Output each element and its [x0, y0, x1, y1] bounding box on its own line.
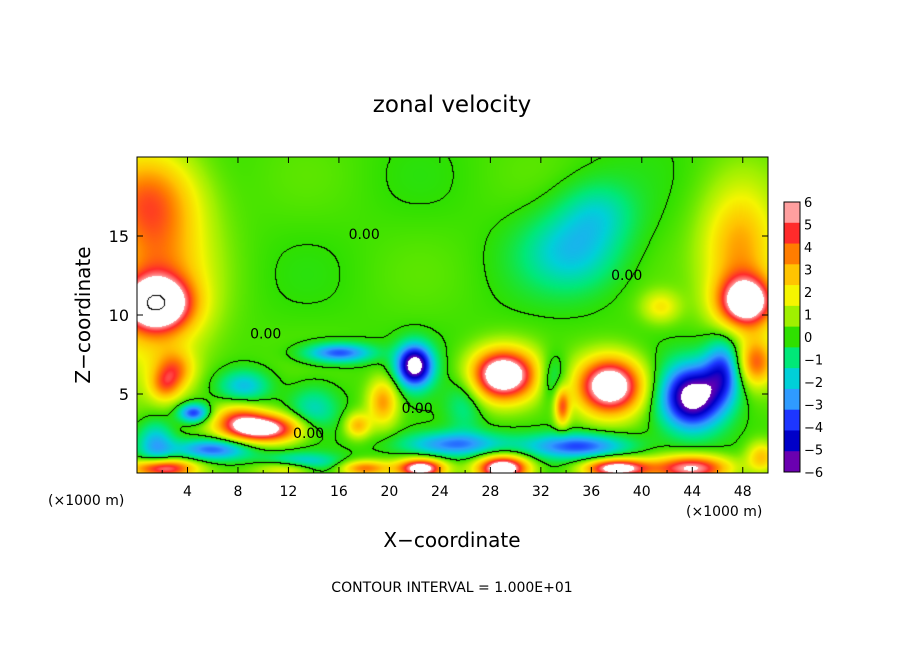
x-tick-label: 12: [280, 484, 298, 500]
colorbar-swatch: [784, 285, 800, 307]
chart-title: zonal velocity: [373, 92, 531, 118]
colorbar-label: −1: [804, 354, 823, 369]
y-tick-label: 15: [109, 227, 129, 246]
y-tick-label: 10: [109, 306, 129, 325]
x-unit-label-left: (×1000 m): [48, 493, 124, 509]
colorbar-label: 3: [804, 264, 812, 279]
y-axis-label: Z−coordinate: [71, 246, 95, 383]
x-tick-label: 24: [431, 484, 449, 500]
colorbar-swatch: [784, 409, 800, 431]
plot-frame: [136, 156, 769, 474]
colorbar-label: 0: [804, 331, 812, 346]
colorbar-swatch: [784, 347, 800, 369]
velocity-field: [137, 157, 768, 473]
x-axis-ticks: 4 8 12 16 20 24 28 32 36 40 44 48: [161, 157, 752, 500]
colorbar-swatch: [784, 451, 800, 473]
x-unit-label-right: (×1000 m): [686, 504, 762, 520]
contour-label: 0.00: [250, 327, 281, 343]
colorbar-swatch: [784, 368, 800, 390]
colorbar-swatch: [784, 326, 800, 348]
contour-labels: 0.00 0.00 0.00 0.00 0.00: [250, 227, 642, 442]
colorbar-swatch: [784, 430, 800, 452]
x-tick-label: 44: [683, 484, 701, 500]
colorbar-frame: [783, 201, 801, 473]
colorbar: 6 5 4 3 2 1 0 −1 −2 −3 −4 −5 −6: [783, 196, 823, 481]
x-tick-label: 20: [380, 484, 398, 500]
colorbar-label: 5: [804, 219, 812, 234]
contour-label: 0.00: [611, 268, 642, 284]
colorbar-swatch: [784, 222, 800, 245]
colorbar-label: 4: [804, 241, 812, 256]
x-tick-label: 40: [633, 484, 651, 500]
colorbar-swatch: [784, 243, 800, 265]
contour-label: 0.00: [402, 401, 433, 417]
colorbar-swatch: [784, 264, 800, 286]
x-tick-label: 16: [330, 484, 348, 500]
velocity-field-canvas: [137, 157, 768, 473]
x-tick-label: 8: [233, 484, 242, 500]
contour-label: 0.00: [349, 227, 380, 243]
x-tick-label: 28: [481, 484, 499, 500]
colorbar-label: 1: [804, 309, 812, 324]
x-tick-label: 36: [582, 484, 600, 500]
colorbar-label: −4: [804, 421, 823, 436]
contour-label: 0.00: [293, 426, 324, 442]
colorbar-label: −6: [804, 466, 823, 481]
colorbar-swatch: [784, 202, 800, 224]
y-axis-ticks: 5 10 15: [109, 227, 768, 404]
colorbar-swatch: [784, 305, 800, 328]
x-tick-label: 4: [183, 484, 192, 500]
colorbar-label: −5: [804, 444, 823, 459]
x-axis-label: X−coordinate: [383, 528, 520, 552]
x-tick-label: 48: [734, 484, 752, 500]
colorbar-label: −2: [804, 376, 823, 391]
colorbar-label: −3: [804, 399, 823, 414]
plot-area: 0.00 0.00 0.00 0.00 0.00: [136, 156, 769, 474]
colorbar-swatch: [784, 388, 800, 411]
x-tick-label: 32: [532, 484, 550, 500]
colorbar-label: 2: [804, 286, 812, 301]
contour-interval-text: CONTOUR INTERVAL = 1.000E+01: [331, 580, 572, 596]
y-tick-label: 5: [119, 385, 129, 404]
colorbar-label: 6: [804, 196, 812, 211]
